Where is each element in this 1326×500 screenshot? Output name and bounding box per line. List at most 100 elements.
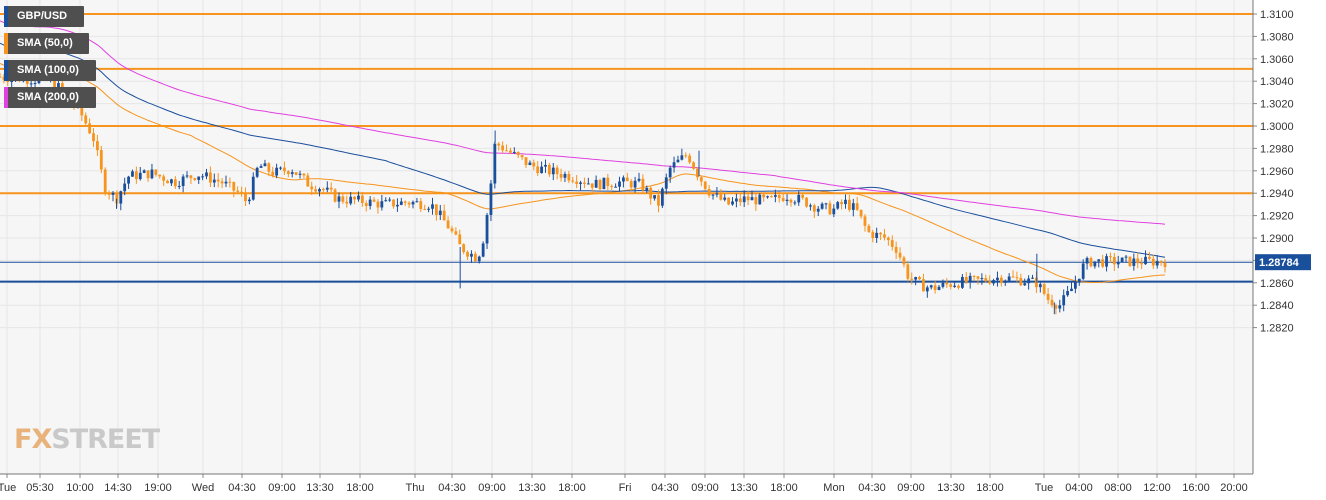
- candle-body: [228, 181, 232, 183]
- legend-gbpusd: GBP/USD: [4, 6, 84, 27]
- candle-body: [380, 201, 384, 208]
- legend-swatch-gbpusd: [4, 6, 8, 27]
- x-tick-label: Fri: [619, 482, 632, 494]
- candle-body: [134, 171, 138, 180]
- candle-body: [953, 285, 956, 287]
- candle-body: [493, 143, 497, 184]
- candle-body: [622, 177, 625, 182]
- candle-body: [906, 264, 910, 279]
- candle-body: [563, 173, 567, 178]
- x-tick-label: 09:00: [897, 482, 925, 494]
- candle-body: [781, 198, 785, 202]
- sma-50-line: [0, 62, 1166, 283]
- candle-body: [360, 195, 364, 204]
- candle-body: [653, 195, 656, 199]
- candle-body: [586, 183, 590, 185]
- candle-body: [201, 176, 205, 178]
- legend-sma200: SMA (200,0): [4, 87, 96, 108]
- candle-body: [216, 179, 220, 182]
- candle-body: [797, 194, 801, 203]
- axes: 1.3100 1.3080 1.3060 1.3040 1.3020 1.3000 1.29…: [0, 0, 1311, 494]
- candle-body: [403, 201, 407, 203]
- candle-body: [427, 208, 430, 210]
- candle-body: [275, 167, 279, 176]
- candle-body: [1151, 258, 1155, 266]
- x-tick-label: 09:00: [478, 482, 506, 494]
- candle-body: [672, 162, 676, 168]
- candle-body: [1116, 262, 1120, 265]
- candle-body: [723, 197, 727, 200]
- candle-body: [470, 253, 473, 257]
- candle-body: [789, 199, 793, 203]
- candle-body: [816, 208, 820, 212]
- candle-body: [302, 173, 306, 176]
- candle-body: [146, 170, 150, 179]
- candle-body: [1077, 278, 1081, 282]
- candle-body: [1058, 305, 1062, 309]
- candle-body: [1070, 288, 1073, 292]
- sma-200-line: [0, 20, 1166, 225]
- candle-body: [984, 278, 988, 282]
- candle-body: [945, 282, 949, 285]
- candle-body: [92, 133, 95, 142]
- candle-body: [664, 177, 668, 189]
- candle-body: [240, 191, 243, 194]
- fxstreet-logo: FXSTREET: [14, 424, 160, 455]
- candle-body: [680, 155, 684, 160]
- candle-body: [602, 177, 606, 190]
- candle-body: [107, 193, 111, 195]
- candle-body: [119, 191, 123, 204]
- candle-body: [1112, 256, 1116, 265]
- candle-body: [898, 252, 902, 258]
- x-tick-label: 19:00: [144, 482, 172, 494]
- candle-body: [812, 205, 816, 212]
- candle-body: [1003, 280, 1007, 283]
- candle-body: [555, 167, 559, 175]
- candle-body: [770, 196, 773, 198]
- candle-body: [1027, 278, 1031, 284]
- candle-body: [583, 182, 586, 184]
- candle-body: [1105, 256, 1108, 267]
- candle-body: [1120, 257, 1124, 263]
- candle-body: [314, 189, 318, 192]
- candle-body: [532, 162, 536, 167]
- candle-body: [820, 203, 824, 209]
- candle-body: [719, 193, 723, 200]
- candle-body: [372, 199, 376, 202]
- candle-body: [1023, 283, 1027, 286]
- candle-body: [688, 155, 692, 163]
- x-tick-label: 05:30: [26, 482, 54, 494]
- candle-body: [1031, 277, 1034, 279]
- candle-body: [349, 196, 353, 204]
- legend-swatch-sma200: [4, 87, 8, 108]
- y-tick-label: 1.2900: [1260, 233, 1294, 245]
- candle-body: [1163, 263, 1167, 267]
- x-tick-label: 13:30: [730, 482, 758, 494]
- candle-body: [415, 201, 419, 203]
- x-tick-label: 13:30: [518, 482, 546, 494]
- candle-body: [641, 178, 645, 191]
- x-tick-label: 18:00: [558, 482, 586, 494]
- candle-body: [158, 174, 162, 177]
- candle-body: [1073, 281, 1077, 289]
- candle-body: [707, 189, 711, 196]
- candle-body: [411, 201, 415, 205]
- candle-body: [423, 209, 427, 211]
- candle-body: [247, 199, 251, 202]
- candle-body: [57, 83, 60, 89]
- candle-body: [131, 171, 134, 177]
- candle-body: [832, 208, 836, 215]
- candle-body: [544, 164, 547, 167]
- candle-body: [162, 176, 166, 181]
- candle-body: [579, 182, 582, 184]
- candle-body: [473, 253, 477, 262]
- candle-body: [53, 77, 56, 89]
- candle-body: [528, 162, 532, 166]
- candle-body: [957, 285, 960, 288]
- candle-body: [177, 185, 181, 187]
- candle-body: [33, 83, 37, 85]
- legend-label-sma200: SMA (200,0): [17, 91, 79, 103]
- candle-body: [633, 180, 637, 188]
- candle-body: [968, 275, 972, 283]
